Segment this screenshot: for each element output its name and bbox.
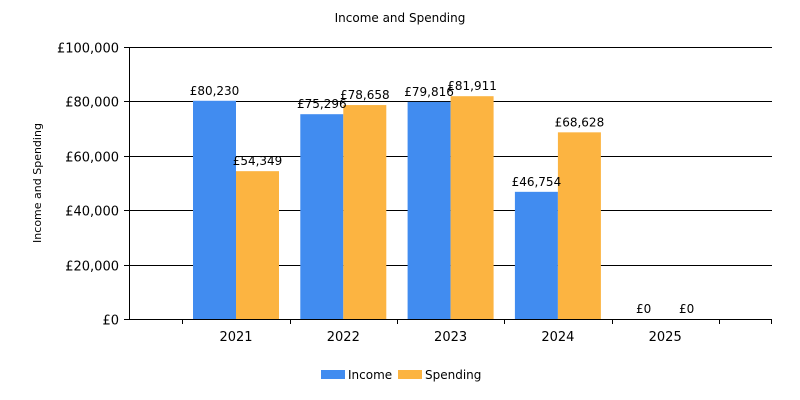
y-tick-label: £40,000: [65, 205, 119, 220]
data-label: £0: [679, 302, 694, 316]
y-axis-label: Income and Spending: [31, 123, 44, 243]
bar-spending-2022: [343, 105, 387, 320]
data-label: £68,628: [555, 115, 605, 129]
legend-label-spending: Spending: [425, 368, 481, 382]
data-label: £78,658: [340, 88, 390, 102]
legend-label-income: Income: [348, 368, 392, 382]
data-label: £81,911: [447, 79, 497, 93]
x-tick-label: 2021: [219, 330, 252, 345]
y-tick-label: £0: [102, 314, 119, 329]
data-label: £75,296: [297, 97, 347, 111]
data-label: £46,754: [512, 175, 562, 189]
bar-income-2023: [407, 101, 451, 319]
data-label: £54,349: [233, 154, 283, 168]
bar-income-2024: [514, 191, 558, 319]
bar-income-2022: [300, 114, 344, 319]
bar-spending-2023: [450, 96, 494, 319]
bars: [193, 96, 601, 320]
legend: Income Spending: [321, 368, 481, 382]
legend-swatch-income: [321, 370, 345, 379]
data-label: £79,816: [404, 85, 454, 99]
bar-spending-2024: [557, 132, 601, 319]
bar-spending-2021: [236, 171, 279, 319]
axes: £0 £20,000 £40,000 £60,000 £80,000 £100,000 20…: [57, 42, 772, 345]
data-labels: £80,230 £54,349 £75,296£78,658 £79,816£81,9…: [190, 79, 695, 316]
chart-title: Income and Spending: [335, 11, 466, 25]
x-tick-label: 2025: [649, 330, 682, 345]
y-tick-label: £60,000: [65, 151, 119, 166]
x-tick-label: 2023: [434, 330, 467, 345]
y-tick-label: £80,000: [65, 96, 119, 111]
legend-swatch-spending: [398, 370, 422, 379]
data-label: £0: [636, 302, 651, 316]
bar-income-2021: [193, 100, 236, 319]
x-tick-label: 2022: [327, 330, 360, 345]
y-tick-label: £100,000: [57, 42, 119, 57]
y-tick-label: £20,000: [65, 260, 119, 275]
x-tick-label: 2024: [541, 330, 574, 345]
data-label: £80,230: [190, 84, 240, 98]
